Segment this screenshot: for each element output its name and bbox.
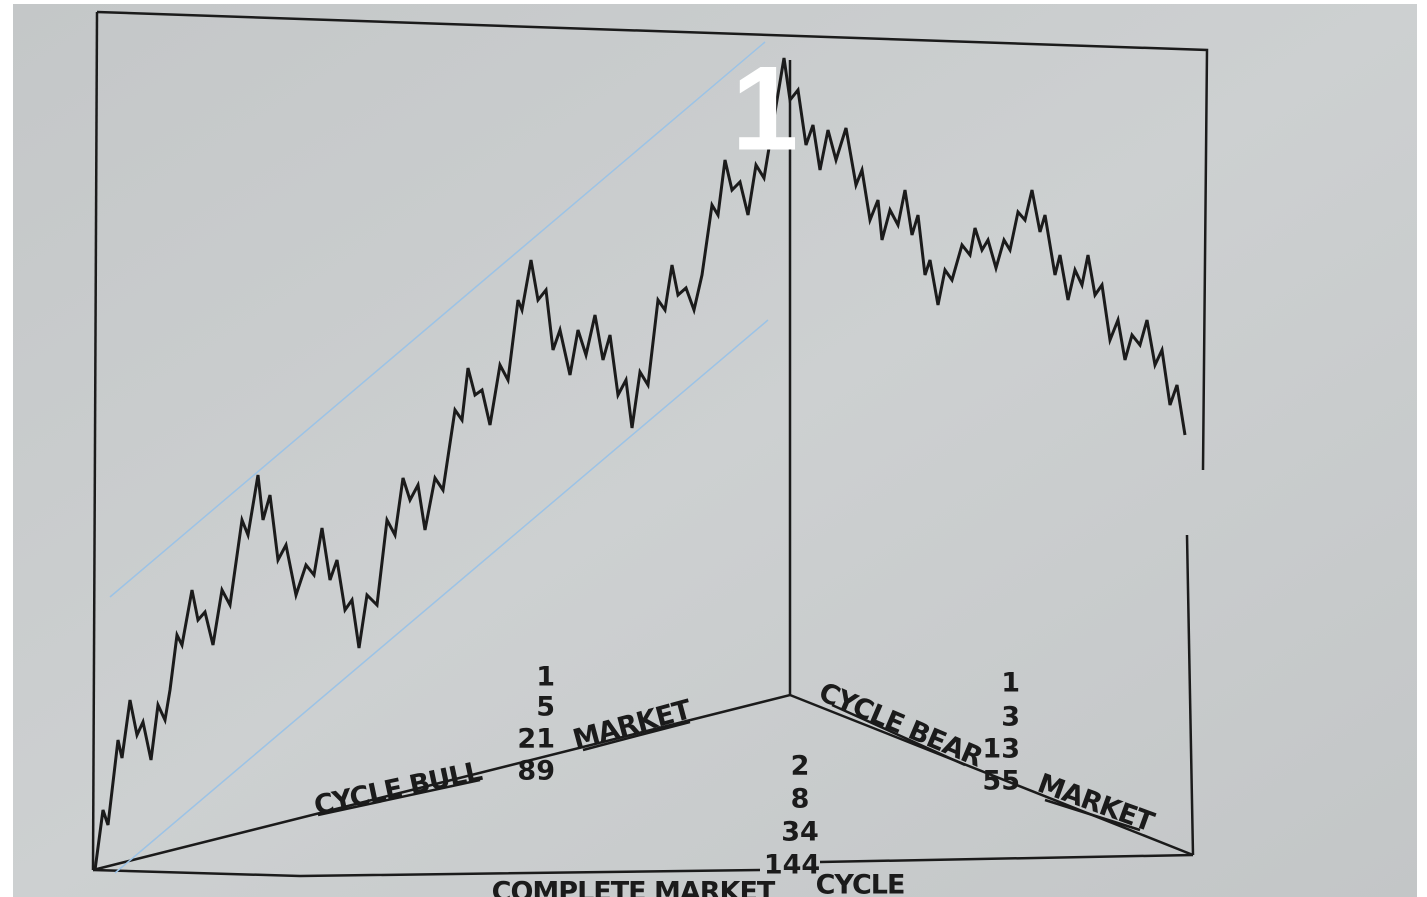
- bear-market-underline: [1044, 798, 1141, 832]
- complete-label: COMPLETE MARKET: [492, 877, 776, 897]
- bull-count: 1: [536, 662, 555, 693]
- complete-count: 2: [791, 751, 810, 782]
- bear-count: 55: [982, 766, 1020, 797]
- bottom-right: [819, 853, 1194, 864]
- complete-count: 144: [764, 850, 820, 881]
- frame-top-right: [96, 10, 1209, 471]
- bull-label-underline: [317, 778, 481, 817]
- complete-count: 8: [791, 784, 810, 815]
- overlay-number: 1: [732, 42, 799, 176]
- frame-right-lower: [1185, 534, 1195, 856]
- bull-count: 5: [536, 692, 555, 723]
- frame-left: [91, 11, 99, 871]
- bear-count: 3: [1001, 702, 1020, 733]
- bear-count: 1: [1001, 668, 1020, 699]
- base-lines: [92, 693, 1194, 872]
- channel-upper: [109, 41, 766, 598]
- channel-lower: [114, 319, 769, 874]
- bear-label-underline: [831, 703, 966, 767]
- bull-market-underline: [582, 720, 691, 752]
- bottom-left: [92, 868, 761, 878]
- paper: [13, 4, 1417, 897]
- bull-count: 89: [517, 756, 555, 787]
- complete-cycle: CYCLE: [816, 870, 905, 897]
- bear-count: 13: [982, 734, 1020, 765]
- frame: [91, 10, 1209, 878]
- wave: [93, 57, 1187, 871]
- complete-count: 34: [781, 817, 819, 848]
- bull-count: 21: [517, 724, 555, 755]
